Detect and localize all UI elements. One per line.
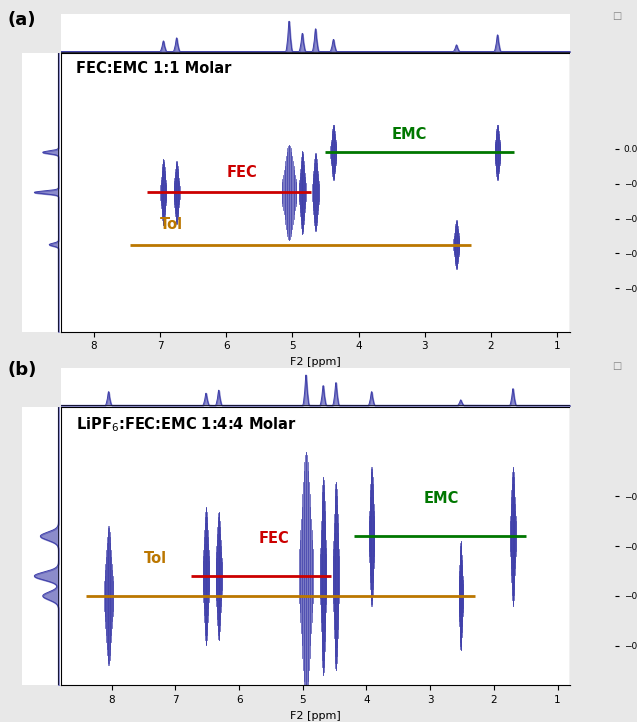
X-axis label: F2 [ppm]: F2 [ppm] [290, 357, 341, 367]
X-axis label: F2 [ppm]: F2 [ppm] [290, 710, 341, 721]
Text: □: □ [612, 361, 621, 371]
Text: LiPF$_6$:FEC:EMC 1:4:4 Molar: LiPF$_6$:FEC:EMC 1:4:4 Molar [76, 415, 297, 434]
Text: Tol: Tol [160, 217, 183, 232]
Text: EMC: EMC [392, 127, 427, 142]
Text: (a): (a) [8, 11, 36, 29]
Text: Tol: Tol [143, 551, 167, 566]
Text: (b): (b) [8, 361, 37, 379]
Text: EMC: EMC [424, 492, 459, 506]
Text: FEC: FEC [226, 165, 257, 180]
Text: FEC: FEC [258, 531, 289, 546]
Text: □: □ [612, 11, 621, 21]
Text: FEC:EMC 1:1 Molar: FEC:EMC 1:1 Molar [76, 61, 231, 77]
